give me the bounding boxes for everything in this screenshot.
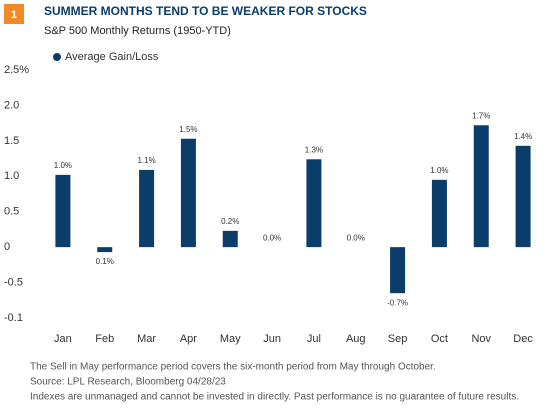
value-label: 1.7% (472, 111, 490, 120)
bar (431, 179, 447, 248)
x-tick-label: Jan (54, 333, 72, 345)
y-tick-label: 2.5% (4, 64, 29, 76)
value-label: -0.7% (387, 298, 408, 307)
value-label: 0.0% (263, 233, 281, 242)
y-tick-label: 1.5 (4, 135, 19, 147)
x-tick-label: Feb (95, 333, 114, 345)
x-tick-label: Nov (471, 333, 491, 345)
bar (222, 230, 238, 248)
bar (473, 125, 489, 248)
footnote: Indexes are unmanaged and cannot be inve… (30, 392, 519, 403)
bar (97, 247, 113, 253)
legend-marker (53, 53, 61, 61)
x-tick-label: Oct (431, 333, 448, 345)
x-tick-label: Jun (263, 333, 281, 345)
value-label: 0.2% (221, 217, 239, 226)
y-tick-label: -0.5 (4, 276, 23, 288)
value-label: 1.1% (137, 156, 155, 165)
value-label: 0.0% (347, 233, 365, 242)
footnote: Source: LPL Research, Bloomberg 04/28/23 (30, 377, 226, 388)
legend-label: Average Gain/Loss (65, 51, 159, 63)
y-tick-label: 2.0 (4, 99, 19, 111)
chart-title: SUMMER MONTHS TEND TO BE WEAKER FOR STOC… (44, 4, 367, 18)
footnote: The Sell in May performance period cover… (30, 362, 436, 373)
y-tick-label: 0.5 (4, 206, 19, 218)
value-label: 1.0% (430, 166, 448, 175)
bar (180, 138, 196, 248)
y-tick-label: 1.0 (4, 170, 19, 182)
value-label: 1.4% (514, 132, 532, 141)
x-tick-label: Sep (388, 333, 408, 345)
value-label: 1.3% (305, 145, 323, 154)
x-tick-label: Mar (137, 333, 156, 345)
bar (515, 145, 531, 248)
bar (306, 159, 322, 248)
x-tick-label: Aug (346, 333, 366, 345)
chart-subtitle: S&P 500 Monthly Returns (1950-YTD) (44, 25, 231, 37)
value-label: 1.0% (54, 161, 72, 170)
y-tick-label: -0.1 (4, 312, 23, 324)
bar (139, 169, 155, 248)
bar (390, 247, 406, 294)
value-label: 1.5% (179, 125, 197, 134)
bar (55, 174, 71, 248)
badge-box (4, 4, 24, 24)
x-tick-label: Apr (180, 333, 197, 345)
x-tick-label: May (220, 333, 241, 345)
x-tick-label: Dec (513, 333, 533, 345)
badge: 1 (11, 9, 17, 21)
value-label: 0.1% (96, 257, 114, 266)
x-tick-label: Jul (307, 333, 321, 345)
y-tick-label: 0 (4, 241, 10, 253)
